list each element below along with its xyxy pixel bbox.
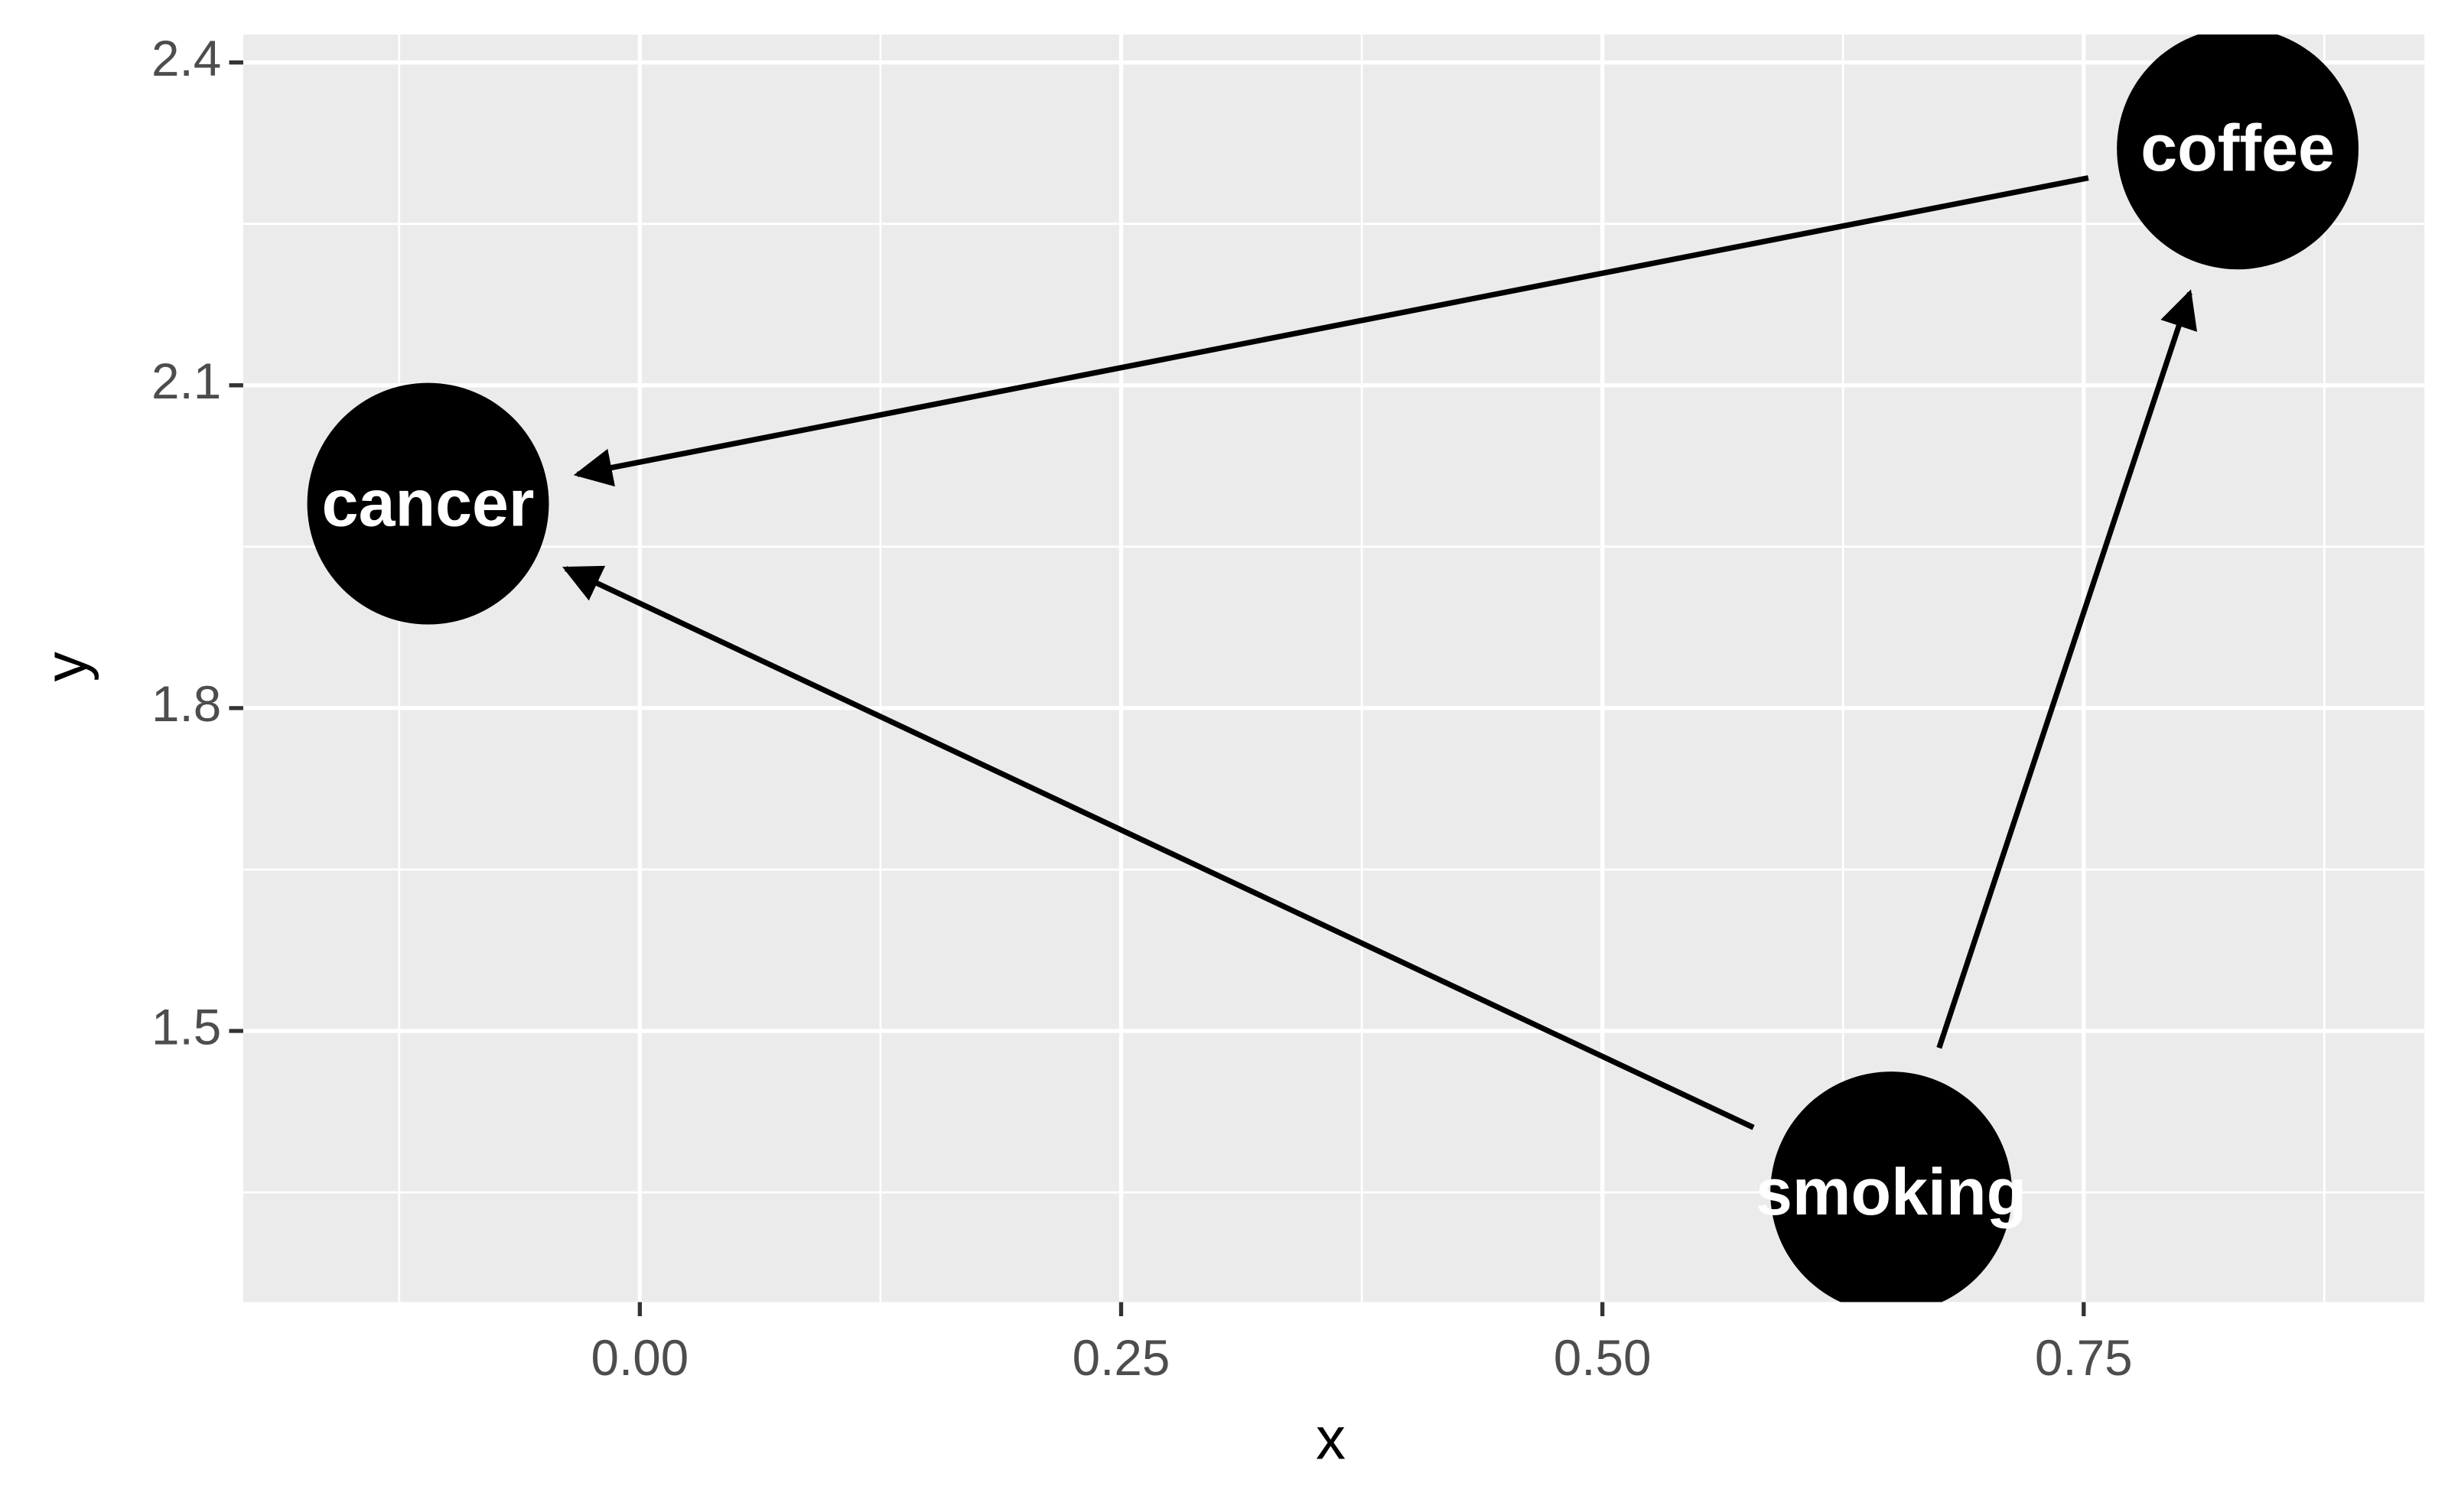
edge	[562, 565, 1755, 1130]
x-tick-label: 0.50	[1554, 1330, 1652, 1386]
panel	[243, 34, 2425, 1302]
plot: cancer coffee smoking	[307, 34, 2359, 1302]
x-tick-label: 0.00	[591, 1330, 689, 1386]
y-tick-label: 1.8	[151, 676, 221, 732]
edge	[1936, 289, 2198, 1049]
node	[1770, 1071, 2013, 1302]
x-axis-title: x	[1316, 1405, 1346, 1472]
x-tick-label: 0.25	[1073, 1330, 1170, 1386]
y-tick-label: 2.1	[151, 353, 221, 409]
node-label: coffee	[2140, 112, 2335, 185]
x-tick-label: 0.75	[2035, 1330, 2133, 1386]
node	[307, 382, 549, 625]
edge	[573, 175, 2089, 487]
y-tick-label: 1.5	[151, 999, 221, 1055]
y-tick-label: 2.4	[151, 31, 221, 86]
y-axis-title: y	[32, 652, 99, 681]
node-label: smoking	[1756, 1156, 2026, 1229]
node-label: cancer	[322, 467, 535, 540]
node	[2117, 34, 2359, 270]
